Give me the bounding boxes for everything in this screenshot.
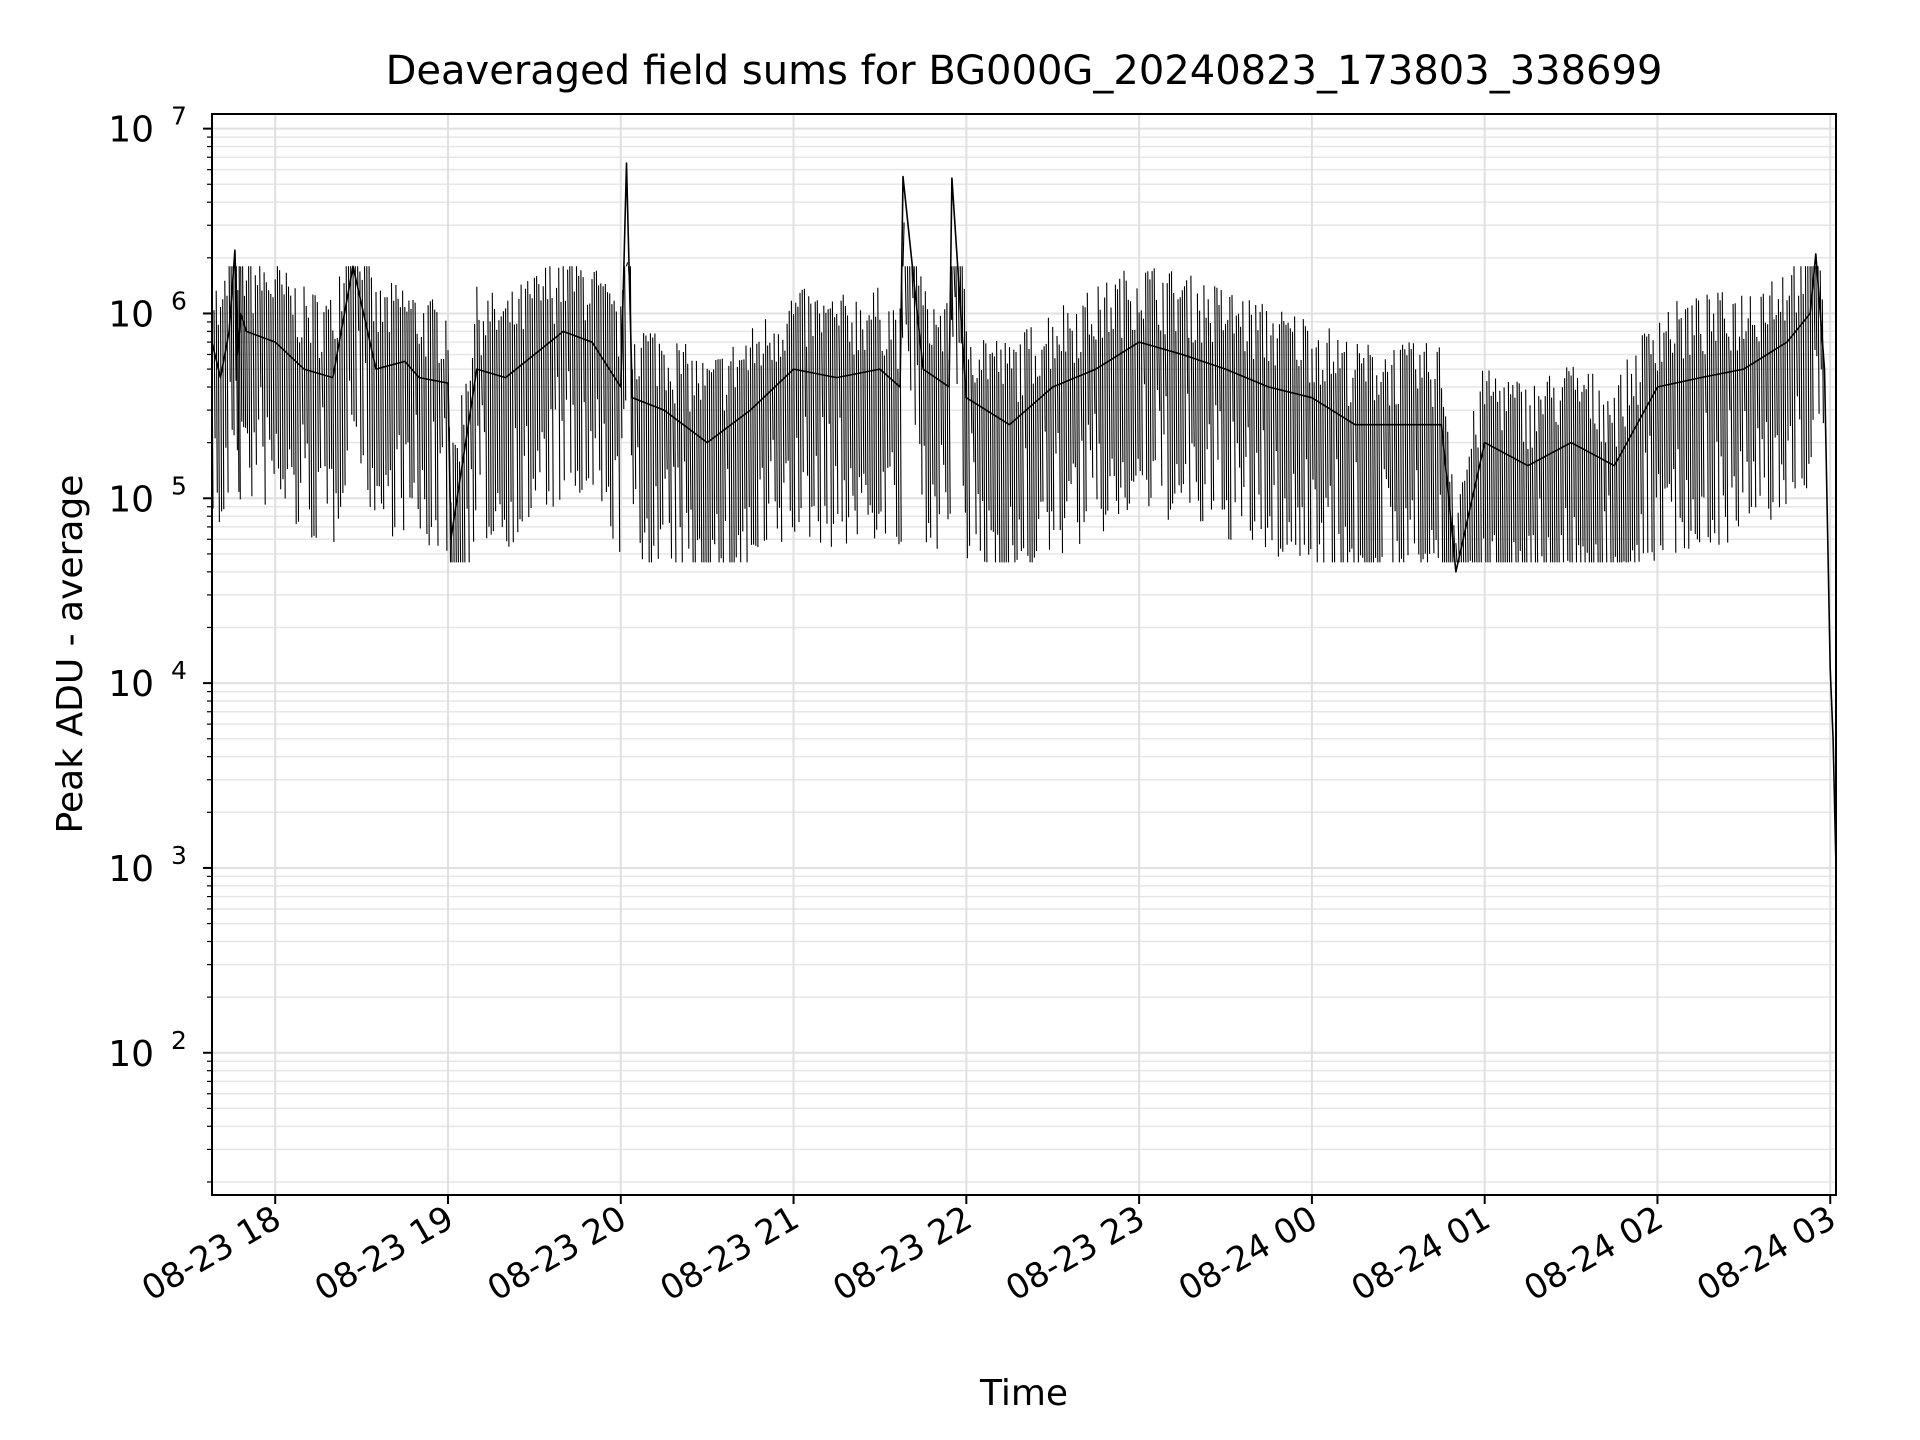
y-tick-label: 10 (108, 294, 154, 335)
x-tick-label: 08-23 18 (135, 1198, 287, 1309)
x-tick-label: 08-24 00 (1172, 1198, 1324, 1309)
grid (212, 114, 1836, 1195)
x-tick-label: 08-23 19 (308, 1198, 460, 1309)
y-tick-label-exponent: 3 (171, 841, 187, 870)
y-tick-label: 10 (108, 849, 154, 890)
x-tick-label: 08-24 01 (1345, 1198, 1497, 1309)
x-tick-label: 08-24 02 (1518, 1198, 1670, 1309)
x-axis-label: Time (979, 1373, 1068, 1414)
x-tick-label: 08-23 21 (654, 1198, 806, 1309)
plot-frame (211, 113, 1837, 1196)
y-tick-label: 10 (108, 479, 154, 520)
x-tick-label: 08-24 03 (1690, 1198, 1842, 1309)
y-tick-label-exponent: 4 (171, 656, 187, 685)
x-tick-label: 08-23 23 (999, 1198, 1151, 1309)
y-tick-label-exponent: 7 (171, 102, 187, 131)
y-tick-label: 10 (108, 110, 154, 151)
x-tick-label: 08-23 22 (826, 1198, 978, 1309)
chart-title: Deaveraged field sums for BG000G_2024082… (386, 48, 1663, 94)
y-tick-label-exponent: 2 (171, 1026, 187, 1055)
y-tick-label-exponent: 5 (171, 471, 187, 500)
y-axis-label: Peak ADU - average (50, 475, 91, 834)
y-tick-label-exponent: 6 (171, 286, 187, 315)
y-tick-label: 10 (108, 664, 154, 705)
y-tick-label: 10 (108, 1034, 154, 1075)
x-tick-label: 08-23 20 (481, 1198, 633, 1309)
plot-background (212, 114, 1836, 1195)
